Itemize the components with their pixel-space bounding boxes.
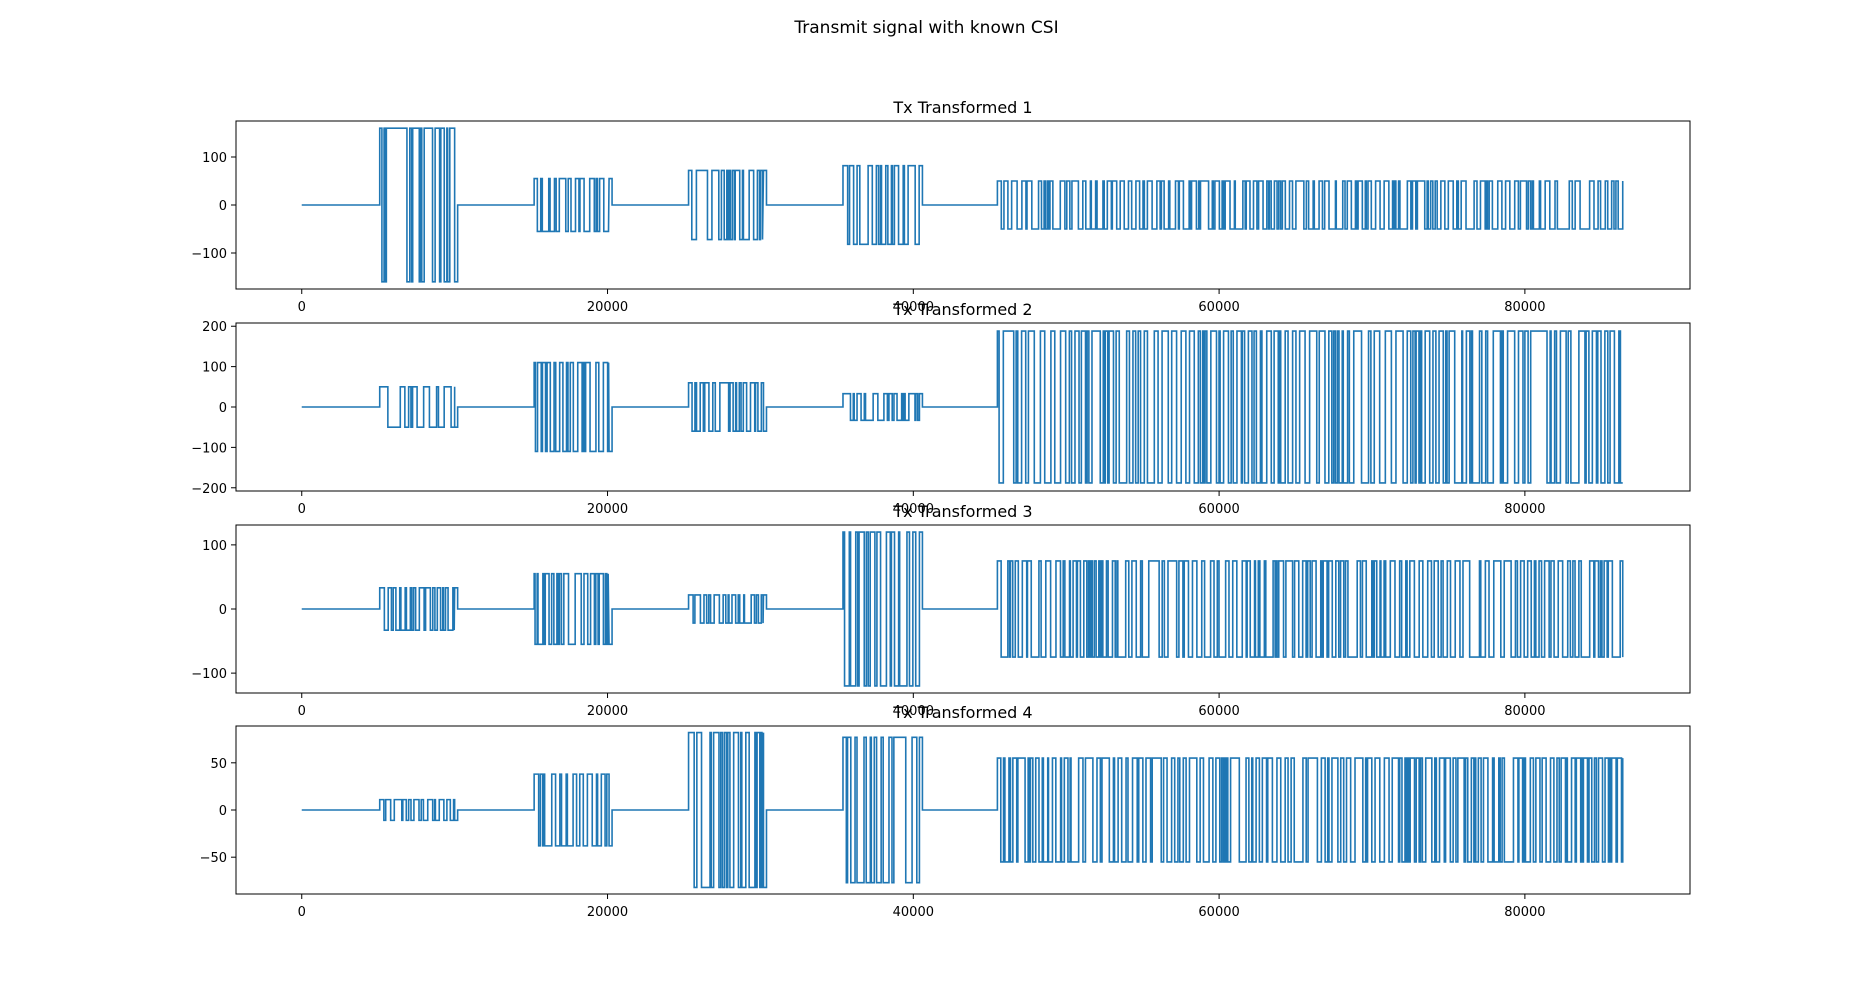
- x-tick-label: 40000: [893, 704, 934, 719]
- x-tick-label: 60000: [1198, 704, 1239, 719]
- subplot-4: 0 20000 40000 60000 80000 50 0 −50 Tx Transforme…: [200, 703, 1691, 920]
- x-tick-label: 80000: [1504, 704, 1545, 719]
- series-line: [301, 330, 1623, 484]
- y-tick-label: 0: [219, 199, 227, 214]
- subplot-1: 0 20000 40000 60000 80000 100 0 −100 Tx Transfor…: [191, 98, 1691, 315]
- x-tick-label: 60000: [1198, 905, 1239, 920]
- subplot-title: Tx Transformed 3: [892, 502, 1032, 521]
- y-tick-label: 100: [202, 361, 227, 376]
- x-tick-label: 40000: [893, 300, 934, 315]
- y-tick-label: −100: [191, 667, 227, 682]
- x-tick-label: 20000: [587, 905, 628, 920]
- subplot-2: 0 20000 40000 60000 80000 200 100 0 −100 −200 Tx T…: [191, 300, 1691, 517]
- y-tick-label: −100: [191, 247, 227, 262]
- subplot-title: Tx Transformed 4: [892, 703, 1032, 722]
- y-tick-label: 50: [210, 757, 227, 772]
- y-tick-label: −100: [191, 441, 227, 456]
- y-tick-label: −200: [191, 482, 227, 497]
- x-tick-label: 0: [298, 502, 306, 517]
- y-tick-label: 0: [219, 603, 227, 618]
- x-tick-label: 40000: [893, 502, 934, 517]
- subplot-title: Tx Transformed 2: [892, 300, 1032, 319]
- y-tick-label: 0: [219, 804, 227, 819]
- series-line: [301, 531, 1624, 687]
- x-tick-label: 60000: [1198, 300, 1239, 315]
- x-tick-label: 0: [298, 905, 306, 920]
- figure-title: Transmit signal with known CSI: [794, 18, 1059, 38]
- y-tick-label: 100: [202, 151, 227, 166]
- series-line: [301, 731, 1624, 889]
- x-tick-label: 40000: [893, 905, 934, 920]
- x-tick-label: 20000: [587, 704, 628, 719]
- y-tick-label: 200: [202, 320, 227, 335]
- y-tick-label: 0: [219, 401, 227, 416]
- x-tick-label: 80000: [1504, 502, 1545, 517]
- y-tick-label: −50: [200, 851, 227, 866]
- x-tick-label: 0: [298, 300, 306, 315]
- subplot-title: Tx Transformed 1: [892, 98, 1032, 117]
- series-line: [301, 127, 1624, 283]
- x-tick-label: 20000: [587, 300, 628, 315]
- x-tick-label: 60000: [1198, 502, 1239, 517]
- x-tick-label: 20000: [587, 502, 628, 517]
- subplot-3: 0 20000 40000 60000 80000 100 0 −100 Tx Transfor…: [191, 502, 1691, 719]
- y-tick-label: 100: [202, 539, 227, 554]
- x-tick-label: 80000: [1504, 300, 1545, 315]
- x-tick-label: 0: [298, 704, 306, 719]
- x-tick-label: 80000: [1504, 905, 1545, 920]
